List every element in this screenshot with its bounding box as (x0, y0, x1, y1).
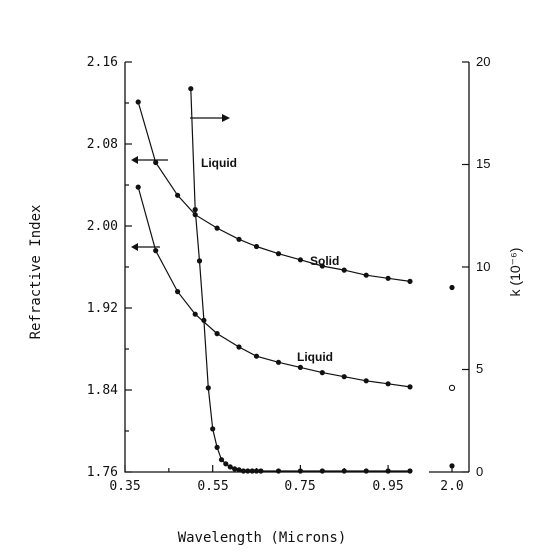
axis-arrows (131, 114, 230, 251)
y-tick-label-left: 1.92 (87, 301, 118, 316)
x-axis-title: Wavelength (Microns) (178, 530, 347, 546)
series-line-0 (137, 101, 411, 282)
data-point (275, 468, 282, 474)
data-point (205, 385, 211, 391)
y-tick-label-right: 10 (476, 259, 490, 274)
data-point (135, 184, 141, 190)
data-point (232, 466, 238, 472)
data-point (192, 311, 198, 317)
data-point (175, 192, 181, 198)
series-line-2 (190, 88, 410, 472)
point-at-2-0 (449, 463, 455, 469)
series-layer (135, 86, 456, 474)
arrowhead-liquid-right (222, 114, 230, 122)
data-point (297, 257, 303, 263)
arrowhead-solid-left (131, 156, 138, 164)
point-at-2-0 (448, 384, 456, 392)
data-point (214, 331, 220, 337)
y-tick-label-left: 1.76 (87, 465, 118, 480)
data-point (407, 278, 413, 284)
data-point (363, 378, 369, 384)
data-point (210, 426, 216, 432)
point-at-2-0 (449, 284, 455, 291)
x-tick-label-break: 2.0 (440, 479, 463, 494)
x-tick-label: 0.35 (109, 479, 140, 494)
data-point (319, 263, 325, 269)
data-point (188, 86, 194, 92)
x-tick-labels: 0.35 0.55 0.75 0.95 2.0 (109, 479, 463, 494)
data-point (275, 359, 282, 365)
data-point (385, 275, 391, 281)
data-point (245, 468, 251, 474)
data-point (227, 464, 233, 470)
y-tick-label-left: 2.16 (87, 55, 118, 70)
arrowhead-liquid-left (131, 243, 138, 251)
y-tick-label-left: 2.00 (87, 219, 118, 234)
y-axis-title-left: Refractive Index (28, 205, 44, 340)
data-point (363, 272, 369, 278)
data-point (297, 468, 303, 474)
left-tick-labels: 1.76 1.84 1.92 2.00 2.08 2.16 (87, 55, 118, 480)
data-point (192, 207, 198, 213)
data-point (236, 236, 242, 242)
data-point (236, 344, 242, 350)
x-tick-label: 0.95 (372, 479, 403, 494)
y-tick-label-right: 0 (476, 464, 483, 479)
data-point (297, 364, 303, 370)
data-point (240, 468, 246, 474)
data-point (275, 251, 282, 257)
data-point (253, 468, 260, 474)
series-line-1 (137, 186, 411, 388)
data-point (341, 267, 347, 273)
data-point (385, 381, 391, 387)
data-point (363, 468, 369, 474)
data-point (153, 248, 159, 254)
data-point (319, 370, 325, 376)
data-point (236, 467, 242, 473)
data-point (249, 468, 255, 474)
data-point (319, 468, 325, 474)
y-axis-title-right: k (10⁻⁶) (507, 248, 523, 297)
data-point (214, 225, 220, 231)
main-plot-frame (124, 62, 410, 473)
data-point (196, 258, 203, 264)
data-point (153, 159, 159, 166)
annotation-liquid-index: Liquid (297, 350, 333, 364)
data-point (385, 468, 391, 474)
data-point (258, 468, 264, 474)
right-tick-labels: 0 5 10 15 20 (476, 54, 490, 479)
data-point (407, 468, 413, 474)
y-tick-label-right: 20 (476, 54, 490, 69)
annotation-liquid-k: Liquid (201, 156, 237, 170)
axes (124, 62, 470, 473)
y-tick-label-left: 1.84 (87, 383, 118, 398)
y-tick-label-right: 5 (476, 361, 483, 376)
data-point (253, 243, 260, 250)
x-tick-label: 0.75 (284, 479, 315, 494)
data-point (135, 99, 141, 105)
data-point (253, 353, 260, 359)
data-point (341, 374, 347, 380)
ticks (124, 61, 469, 473)
data-point (175, 289, 181, 295)
data-point (223, 461, 229, 467)
y-tick-label-left: 2.08 (87, 137, 118, 152)
data-point (214, 444, 220, 450)
annotation-solid: Solid (310, 254, 339, 268)
data-point (341, 468, 347, 474)
data-point (218, 457, 225, 463)
x-tick-label: 0.55 (197, 479, 228, 494)
data-point (407, 384, 413, 390)
y-tick-label-right: 15 (476, 156, 490, 171)
data-point (201, 317, 207, 323)
